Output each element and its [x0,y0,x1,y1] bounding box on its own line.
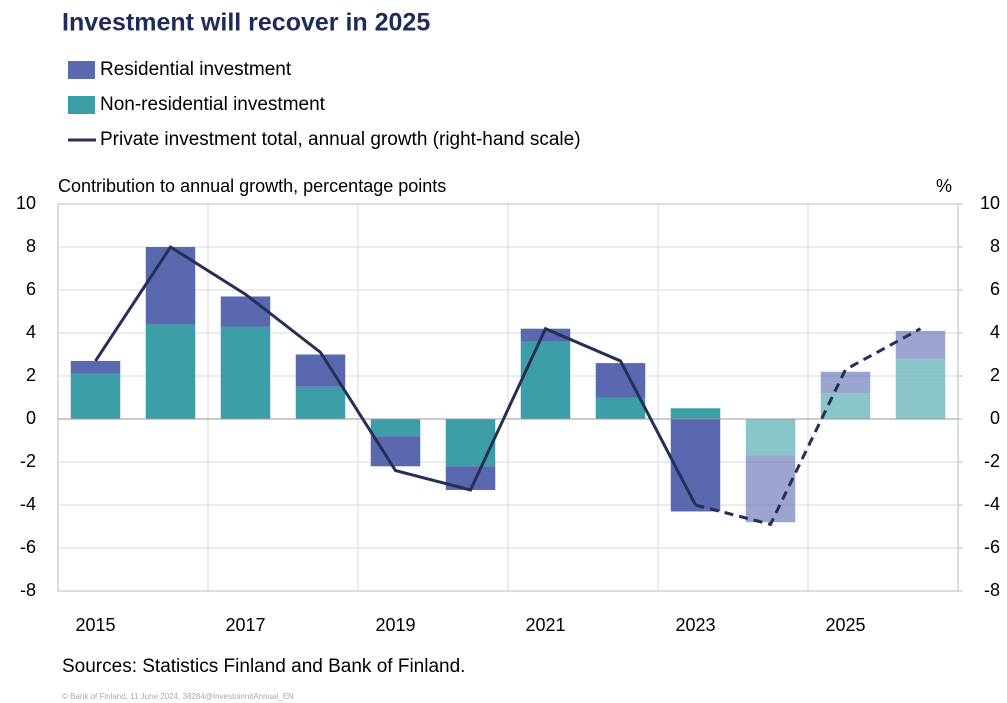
y2-tick-label: -8 [984,580,1000,600]
bar-segment [370,419,421,437]
bar-segment [145,247,196,325]
y2-tick-label: -6 [984,537,1000,557]
y-axis-label: Contribution to annual growth, percentag… [58,176,446,196]
y-tick-label: 8 [26,236,36,256]
y2-tick-label: 10 [980,193,1000,213]
x-tick-label: 2025 [825,615,865,635]
bar-segment [295,354,346,387]
bar-segment [820,393,871,419]
x-tick-label: 2015 [75,615,115,635]
y2-tick-label: 2 [990,365,1000,385]
bar-segment [295,386,346,419]
y-tick-label: -2 [20,451,36,471]
y-tick-label: 4 [26,322,36,342]
y-tick-label: -8 [20,580,36,600]
bar-segment [745,455,796,523]
bar-segment [895,358,946,419]
source: Sources: Statistics Finland and Bank of … [62,656,465,677]
bar-segment [520,328,571,342]
y-tick-label: 6 [26,279,36,299]
bar-segment [445,419,496,467]
bar-segment [745,419,796,456]
y2-tick-label: -4 [984,494,1000,514]
legend-label: Non-residential investment [100,94,326,115]
bar-segment [820,371,871,394]
chart-title: Investment will recover in 2025 [62,9,430,37]
y2-tick-label: 4 [990,322,1000,342]
plot-frame [57,203,959,592]
legend-label: Residential investment [100,59,292,80]
bar-segment [70,360,121,374]
y2-tick-label: -2 [984,451,1000,471]
bar-segment [220,296,271,327]
bar-segment [895,330,946,359]
bar-segment [70,373,121,419]
x-tick-label: 2017 [225,615,265,635]
legend-label: Private investment total, annual growth … [100,129,581,150]
x-tick-label: 2019 [375,615,415,635]
y-tick-label: 2 [26,365,36,385]
bar-segment [370,436,421,467]
bar-segment [520,341,571,419]
bar-segment [445,466,496,490]
footnote: © Bank of Finland, 11 June 2024, 38284@I… [62,692,294,701]
bar-segment [595,397,646,419]
x-tick-label: 2021 [525,615,565,635]
y2-tick-label: 0 [990,408,1000,428]
bar-segment [670,419,721,512]
x-tick-label: 2023 [675,615,715,635]
y-tick-label: 10 [16,193,36,213]
y-tick-label: 0 [26,408,36,428]
legend-swatch [68,96,95,114]
line-series-forecast [695,327,922,527]
bar-segment [670,408,721,419]
bar-segment [220,326,271,419]
y2-tick-label: 8 [990,236,1000,256]
y-tick-label: -4 [20,494,36,514]
bar-segment [145,324,196,419]
line-series [94,244,697,506]
y2-tick-label: 6 [990,279,1000,299]
y-tick-label: -6 [20,537,36,557]
y2-axis-label: % [936,176,952,196]
legend-swatch [68,61,95,79]
